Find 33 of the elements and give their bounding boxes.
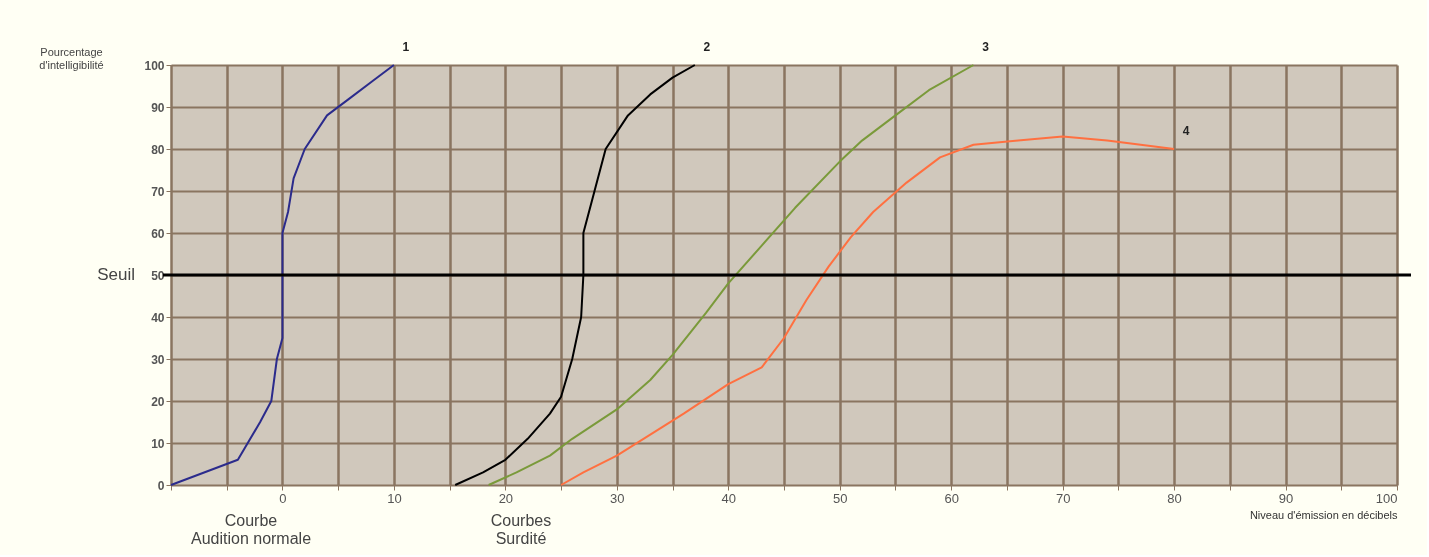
series-label: 2	[703, 40, 711, 54]
text: Courbes Surdité	[490, 512, 552, 547]
y-tick-label: 40	[151, 310, 165, 325]
x-tick-label: 40	[721, 490, 737, 506]
text: Courbe Audition normale	[190, 512, 312, 547]
y-tick-label: 90	[151, 100, 165, 115]
line-series	[487, 64, 975, 486]
series-label: 1	[402, 40, 410, 54]
y-tick-label: 50	[151, 268, 165, 283]
x-tick-label: 20	[498, 490, 514, 506]
x-tick-label: 90	[1278, 490, 1294, 506]
x-tick-label: 60	[944, 490, 959, 506]
y-axis-title: Pourcentage d'intelligibilité	[39, 45, 104, 71]
y-tick-label: 100	[144, 58, 165, 73]
x-axis-title: Niveau d'émission en décibels	[1249, 508, 1398, 521]
y-tick-label: 10	[151, 436, 165, 451]
x-tick-label: 10	[387, 490, 402, 506]
y-tick-label: 20	[151, 394, 165, 409]
x-tick-label: 100	[1375, 490, 1398, 506]
y-tick-label: 0	[157, 478, 165, 493]
x-tick-label: 70	[1055, 490, 1071, 506]
series-label: 4	[1182, 124, 1190, 138]
x-tick-label: 30	[610, 490, 625, 506]
x-tick-label: 0	[279, 490, 287, 506]
y-tick-label: 30	[151, 352, 165, 367]
y-tick-label: 60	[151, 226, 165, 241]
y-tick-label: 80	[151, 142, 165, 157]
x-tick-label: 80	[1167, 490, 1182, 506]
y-tick-label: 70	[151, 184, 165, 199]
line-series	[560, 135, 1176, 486]
series-label: 3	[982, 40, 990, 54]
ref-line-label: Seuil	[97, 265, 135, 284]
x-tick-label: 50	[832, 490, 848, 506]
